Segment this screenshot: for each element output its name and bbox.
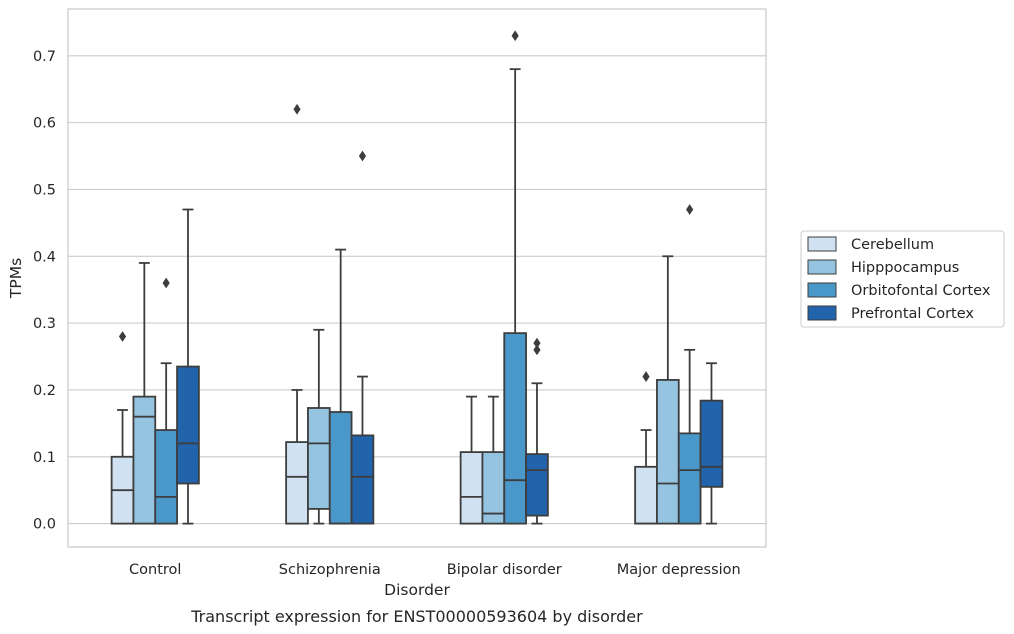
plot-area-frame	[67, 8, 767, 548]
box-prefrontal-cortex-2	[525, 337, 549, 525]
x-tick-label: Control	[129, 562, 181, 578]
outlier-point	[533, 337, 541, 349]
outlier-point	[686, 204, 694, 215]
box-iqr	[677, 432, 702, 525]
y-tick-label: 0.7	[33, 49, 56, 65]
box-iqr	[176, 365, 200, 485]
box-orbitofontal-cortex-0	[154, 277, 178, 525]
y-tick-label: 0.2	[33, 383, 56, 399]
y-tick-label: 0.4	[33, 249, 56, 265]
outlier-point	[358, 150, 367, 162]
box-iqr	[459, 451, 484, 525]
outlier-point	[118, 331, 127, 342]
y-axis-label: TPMs	[7, 258, 25, 299]
box-iqr	[132, 395, 157, 525]
legend-label: Hipppocampus	[851, 260, 959, 276]
x-tick-label: Schizophrenia	[279, 562, 381, 578]
legend-frame	[800, 230, 1005, 328]
figure-caption: Transcript expression for ENST0000059360…	[190, 607, 643, 626]
box-orbitofontal-cortex-1	[328, 248, 353, 525]
box-cerebellum-2	[459, 395, 484, 525]
x-tick-labels: Control Schizophrenia Bipolar disorder Majo…	[129, 562, 741, 578]
legend-swatch	[807, 259, 837, 275]
box-hipppocampus-2	[481, 395, 506, 525]
box-iqr	[634, 465, 658, 525]
y-tick-label: 0.0	[33, 517, 56, 533]
box-hipppocampus-1	[307, 328, 331, 525]
box-cerebellum-1	[285, 103, 309, 525]
box-hipppocampus-0	[132, 262, 157, 525]
legend-label: Orbitofontal Cortex	[851, 283, 991, 299]
x-tick-label: Major depression	[617, 562, 741, 578]
box-iqr	[525, 453, 549, 517]
box-iqr	[503, 332, 527, 525]
box-prefrontal-cortex-3	[699, 362, 724, 525]
box-orbitofontal-cortex-3	[677, 204, 702, 525]
legend-swatch	[807, 236, 837, 252]
outlier-point	[293, 103, 301, 115]
outlier-point	[511, 30, 519, 42]
outlier-point	[162, 277, 170, 289]
box-cerebellum-3	[634, 371, 658, 525]
box-orbitofontal-cortex-2	[503, 30, 527, 525]
legend-label: Cerebellum	[851, 237, 934, 253]
y-tick-label: 0.3	[33, 316, 56, 332]
box-iqr	[328, 411, 353, 525]
box-iqr	[154, 429, 178, 525]
outlier-point	[642, 371, 650, 382]
box-iqr	[350, 434, 375, 525]
box-iqr	[656, 379, 680, 525]
x-axis-label: Disorder	[384, 581, 450, 599]
box-prefrontal-cortex-0	[176, 208, 200, 525]
y-tick-label: 0.6	[33, 116, 56, 132]
outlier-point	[533, 344, 541, 356]
x-tick-label: Bipolar disorder	[447, 562, 562, 578]
legend-swatch	[807, 282, 837, 298]
y-tick-labels: 0.0 0.1 0.2 0.3 0.4 0.5 0.6 0.7	[33, 49, 56, 533]
y-tick-label: 0.5	[33, 182, 56, 198]
legend-swatch	[807, 305, 837, 321]
legend-label: Prefrontal Cortex	[851, 306, 974, 322]
box-iqr	[307, 407, 331, 510]
box-iqr	[699, 399, 724, 488]
box-cerebellum-0	[110, 331, 135, 525]
y-tick-label: 0.1	[33, 450, 56, 466]
legend: Cerebellum Hipppocampus Orbitofontal Corte…	[800, 230, 1005, 328]
box-iqr	[285, 441, 309, 525]
box-prefrontal-cortex-1	[350, 150, 375, 525]
boxes	[110, 30, 724, 525]
box-hipppocampus-3	[656, 255, 680, 525]
